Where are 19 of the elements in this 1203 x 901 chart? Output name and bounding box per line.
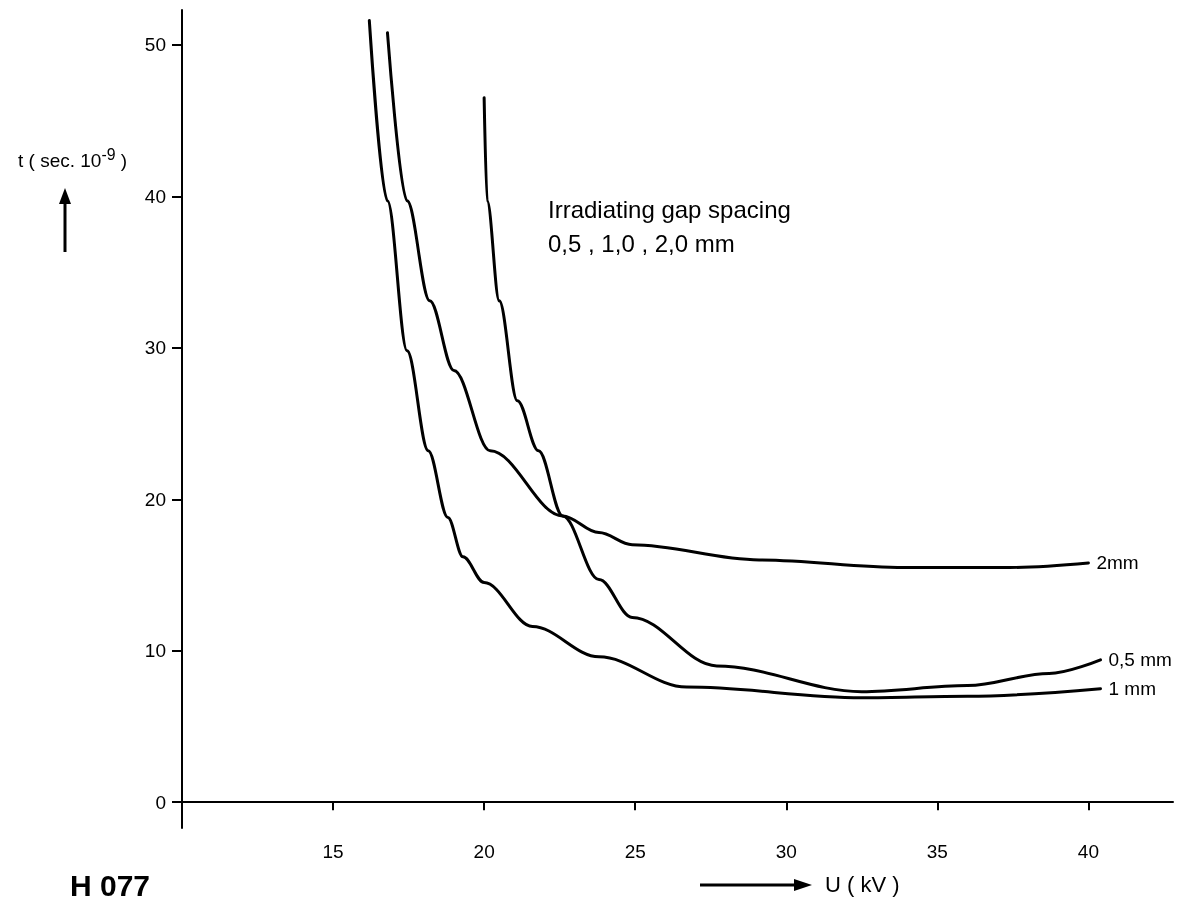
y-tick-label: 50: [144, 34, 166, 56]
x-tick-label: 15: [322, 841, 344, 862]
x-tick-label: 30: [775, 841, 797, 862]
y-tick-label: 30: [144, 337, 166, 359]
y-tick-label: 40: [144, 185, 166, 207]
text: H 077: [70, 868, 151, 901]
annotation: Irradiating gap spacing 0,5 , 1,0 , 2,0 mm: [548, 195, 791, 257]
x-tick-label: 25: [624, 841, 646, 862]
series-label: 0,5 mm: [1108, 649, 1172, 671]
y-axis-title: t ( sec. 10$^{-9}$ ): [18, 146, 128, 173]
x-axis-title: U ( kV ): [825, 872, 900, 898]
x-tick-label: 20: [473, 841, 495, 862]
series-label: 1 mm: [1108, 678, 1156, 700]
y-tick-label: 0: [155, 791, 166, 813]
y-tick-label: 20: [144, 488, 166, 510]
y-tick-label: 10: [144, 640, 166, 662]
x-tick-label: 35: [926, 841, 948, 862]
x-tick-label: 40: [1077, 841, 1099, 862]
series-label: 2mm: [1096, 552, 1139, 574]
